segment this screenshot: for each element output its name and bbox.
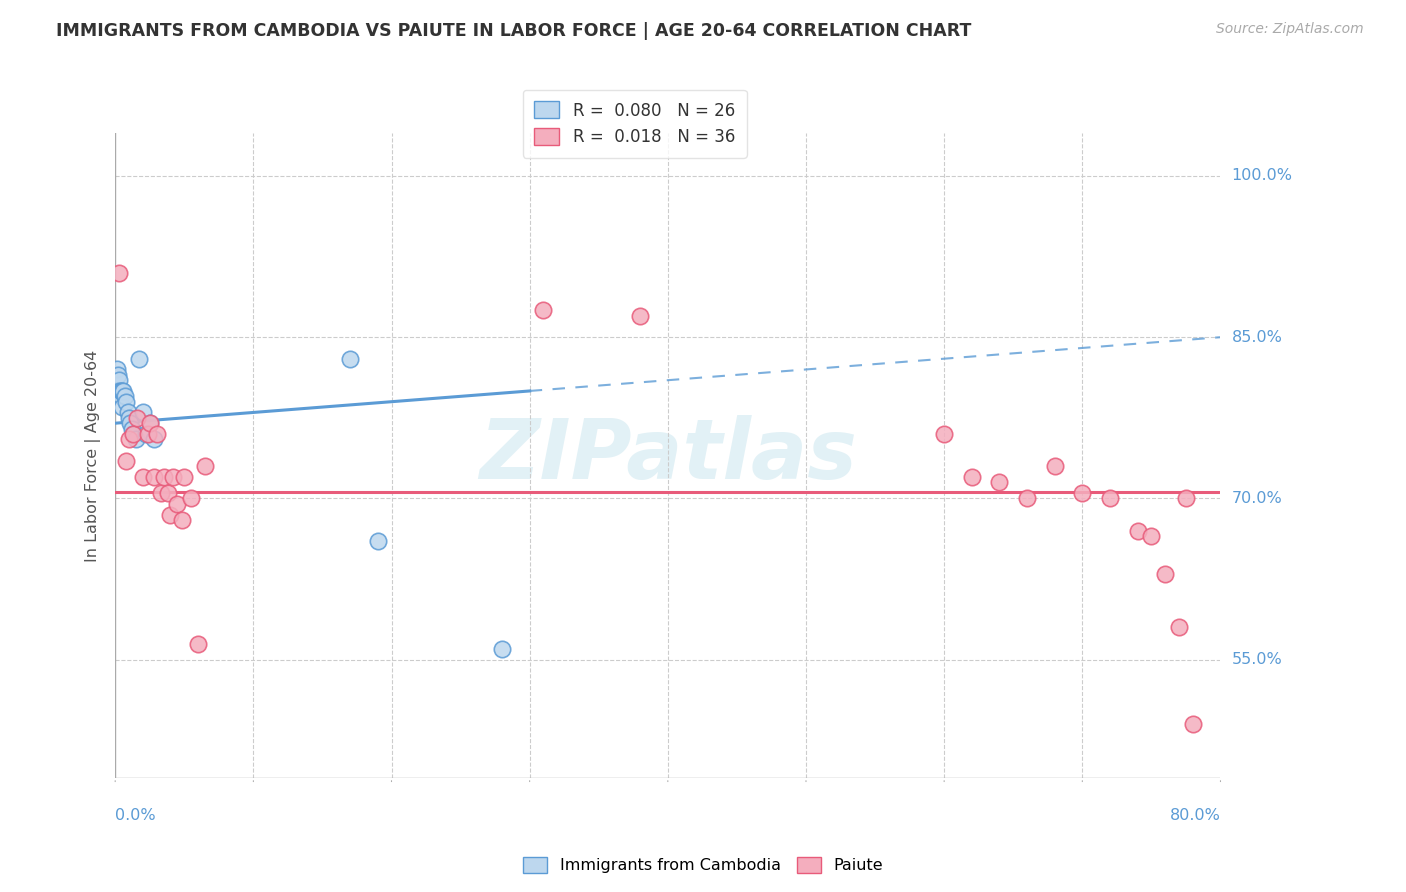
Point	[138, 416, 160, 430]
Point	[132, 470, 155, 484]
Point	[111, 400, 134, 414]
Point	[628, 309, 651, 323]
Point	[1168, 620, 1191, 634]
Text: 80.0%: 80.0%	[1170, 808, 1220, 823]
Point	[115, 394, 138, 409]
Legend: Immigrants from Cambodia, Paiute: Immigrants from Cambodia, Paiute	[516, 850, 890, 880]
Point	[114, 389, 136, 403]
Point	[108, 266, 131, 280]
Point	[121, 421, 143, 435]
Text: ZIPatlas: ZIPatlas	[479, 415, 856, 496]
Point	[110, 384, 132, 398]
Point	[115, 454, 138, 468]
Point	[122, 426, 145, 441]
Point	[118, 433, 141, 447]
Point	[142, 433, 165, 447]
Point	[934, 426, 956, 441]
Point	[1140, 529, 1163, 543]
Point	[111, 384, 134, 398]
Point	[1015, 491, 1038, 506]
Point	[187, 636, 209, 650]
Point	[138, 416, 160, 430]
Point	[142, 470, 165, 484]
Point	[339, 351, 361, 366]
Text: 85.0%: 85.0%	[1232, 330, 1282, 344]
Point	[128, 351, 150, 366]
Text: 0.0%: 0.0%	[115, 808, 156, 823]
Point	[1174, 491, 1197, 506]
Point	[105, 362, 128, 376]
Text: 70.0%: 70.0%	[1232, 491, 1282, 506]
Point	[1126, 524, 1149, 538]
Point	[166, 497, 188, 511]
Point	[1098, 491, 1121, 506]
Text: 55.0%: 55.0%	[1232, 652, 1282, 667]
Point	[125, 433, 148, 447]
Point	[162, 470, 184, 484]
Point	[194, 459, 217, 474]
Point	[117, 405, 139, 419]
Point	[533, 303, 555, 318]
Point	[135, 426, 157, 441]
Point	[107, 368, 129, 382]
Point	[127, 410, 149, 425]
Y-axis label: In Labor Force | Age 20-64: In Labor Force | Age 20-64	[86, 350, 101, 562]
Point	[988, 475, 1011, 490]
Point	[491, 642, 513, 657]
Point	[122, 426, 145, 441]
Point	[156, 486, 179, 500]
Point	[180, 491, 202, 506]
Point	[108, 373, 131, 387]
Point	[112, 384, 135, 398]
Point	[173, 470, 195, 484]
Point	[1043, 459, 1066, 474]
Point	[149, 486, 172, 500]
Point	[1071, 486, 1094, 500]
Point	[1154, 566, 1177, 581]
Point	[1181, 717, 1204, 731]
Point	[367, 534, 389, 549]
Point	[108, 384, 131, 398]
Point	[132, 405, 155, 419]
Point	[138, 426, 160, 441]
Point	[107, 384, 129, 398]
Point	[110, 389, 132, 403]
Point	[145, 426, 167, 441]
Text: Source: ZipAtlas.com: Source: ZipAtlas.com	[1216, 22, 1364, 37]
Point	[170, 513, 193, 527]
Point	[152, 470, 174, 484]
Point	[118, 410, 141, 425]
Text: 100.0%: 100.0%	[1232, 169, 1292, 184]
Point	[159, 508, 181, 522]
Legend: R =  0.080   N = 26, R =  0.018   N = 36: R = 0.080 N = 26, R = 0.018 N = 36	[523, 90, 747, 158]
Point	[960, 470, 983, 484]
Text: IMMIGRANTS FROM CAMBODIA VS PAIUTE IN LABOR FORCE | AGE 20-64 CORRELATION CHART: IMMIGRANTS FROM CAMBODIA VS PAIUTE IN LA…	[56, 22, 972, 40]
Point	[120, 416, 142, 430]
